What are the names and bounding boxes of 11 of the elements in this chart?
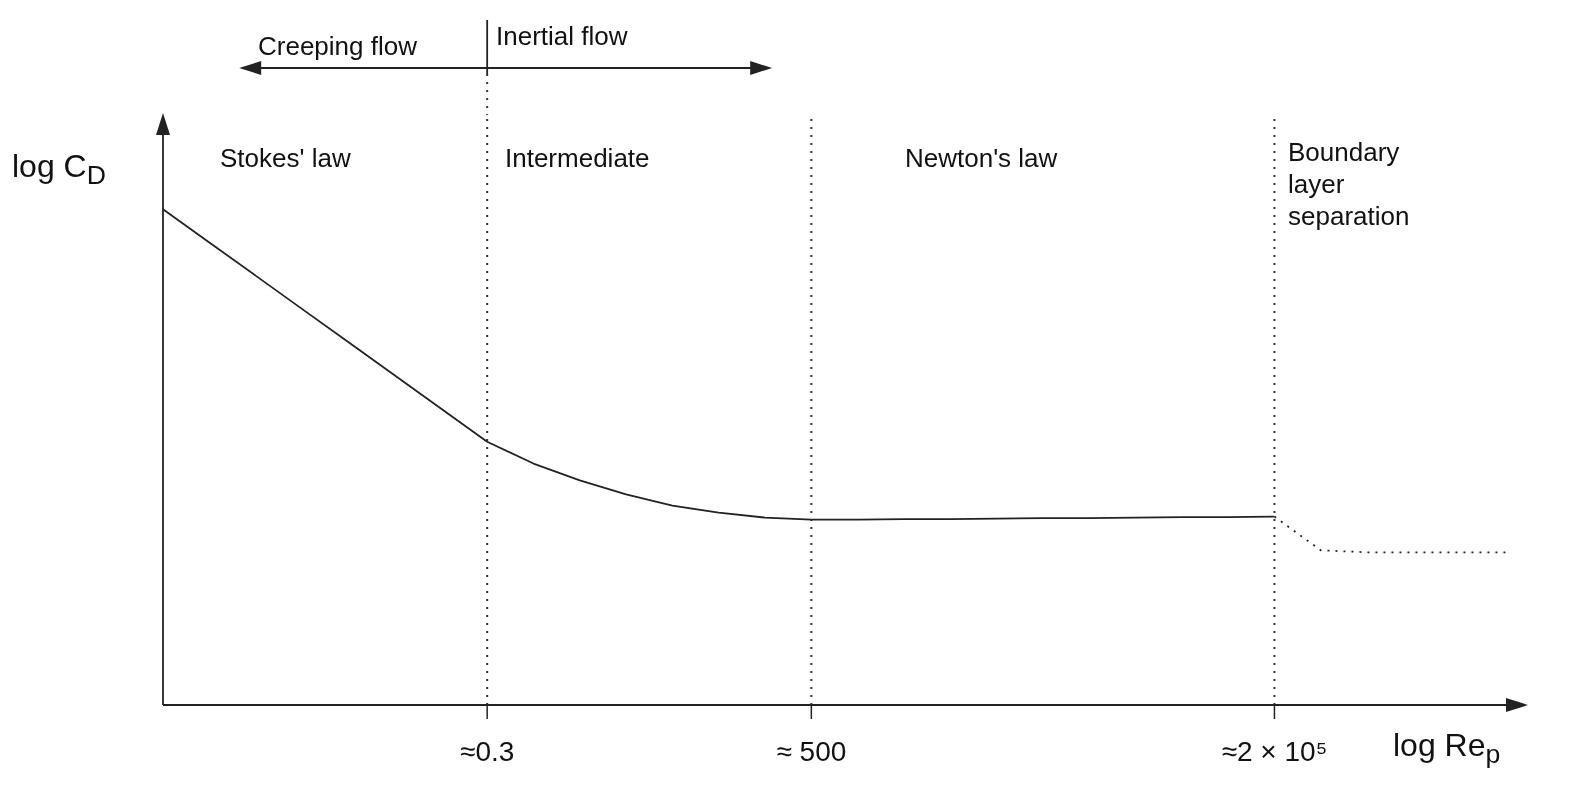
text: Newton's law xyxy=(905,142,1059,174)
text: Creeping flow xyxy=(258,30,418,62)
x-tick-label: ≈ 500 xyxy=(776,736,847,767)
text: Intermediate xyxy=(505,142,651,174)
x-tick-label: ≈2 × 10⁵ xyxy=(1221,736,1328,767)
annotation: Boundary layer separation xyxy=(1288,136,1411,232)
text: Inertial flow xyxy=(496,20,629,52)
x-axis-title: log Re$_{p}$ xyxy=(1393,727,1501,771)
x-tick-label: ≈0.3 xyxy=(460,736,515,767)
text: Stokes' law xyxy=(220,142,352,174)
y-axis-title: log C$_{D}$ xyxy=(12,148,106,192)
